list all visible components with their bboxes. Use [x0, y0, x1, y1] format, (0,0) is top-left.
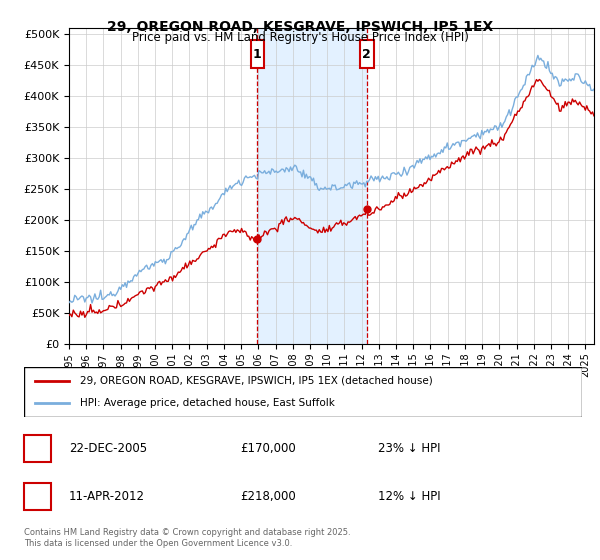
Bar — [360, 40, 374, 68]
Text: 12% ↓ HPI: 12% ↓ HPI — [378, 489, 440, 503]
Text: 29, OREGON ROAD, KESGRAVE, IPSWICH, IP5 1EX: 29, OREGON ROAD, KESGRAVE, IPSWICH, IP5 … — [107, 20, 493, 34]
Text: 22-DEC-2005: 22-DEC-2005 — [69, 442, 147, 455]
Text: 11-APR-2012: 11-APR-2012 — [69, 489, 145, 503]
Text: £218,000: £218,000 — [240, 489, 296, 503]
Text: 2: 2 — [362, 48, 371, 61]
Text: Price paid vs. HM Land Registry's House Price Index (HPI): Price paid vs. HM Land Registry's House … — [131, 31, 469, 44]
Text: 29, OREGON ROAD, KESGRAVE, IPSWICH, IP5 1EX (detached house): 29, OREGON ROAD, KESGRAVE, IPSWICH, IP5 … — [80, 376, 433, 386]
Bar — [251, 40, 265, 68]
Text: 2: 2 — [32, 489, 42, 503]
Text: 23% ↓ HPI: 23% ↓ HPI — [378, 442, 440, 455]
Text: Contains HM Land Registry data © Crown copyright and database right 2025.
This d: Contains HM Land Registry data © Crown c… — [24, 528, 350, 548]
Text: 1: 1 — [32, 441, 42, 456]
Bar — [257, 28, 367, 344]
Text: £170,000: £170,000 — [240, 442, 296, 455]
Text: 1: 1 — [253, 48, 262, 61]
Text: HPI: Average price, detached house, East Suffolk: HPI: Average price, detached house, East… — [80, 398, 335, 408]
